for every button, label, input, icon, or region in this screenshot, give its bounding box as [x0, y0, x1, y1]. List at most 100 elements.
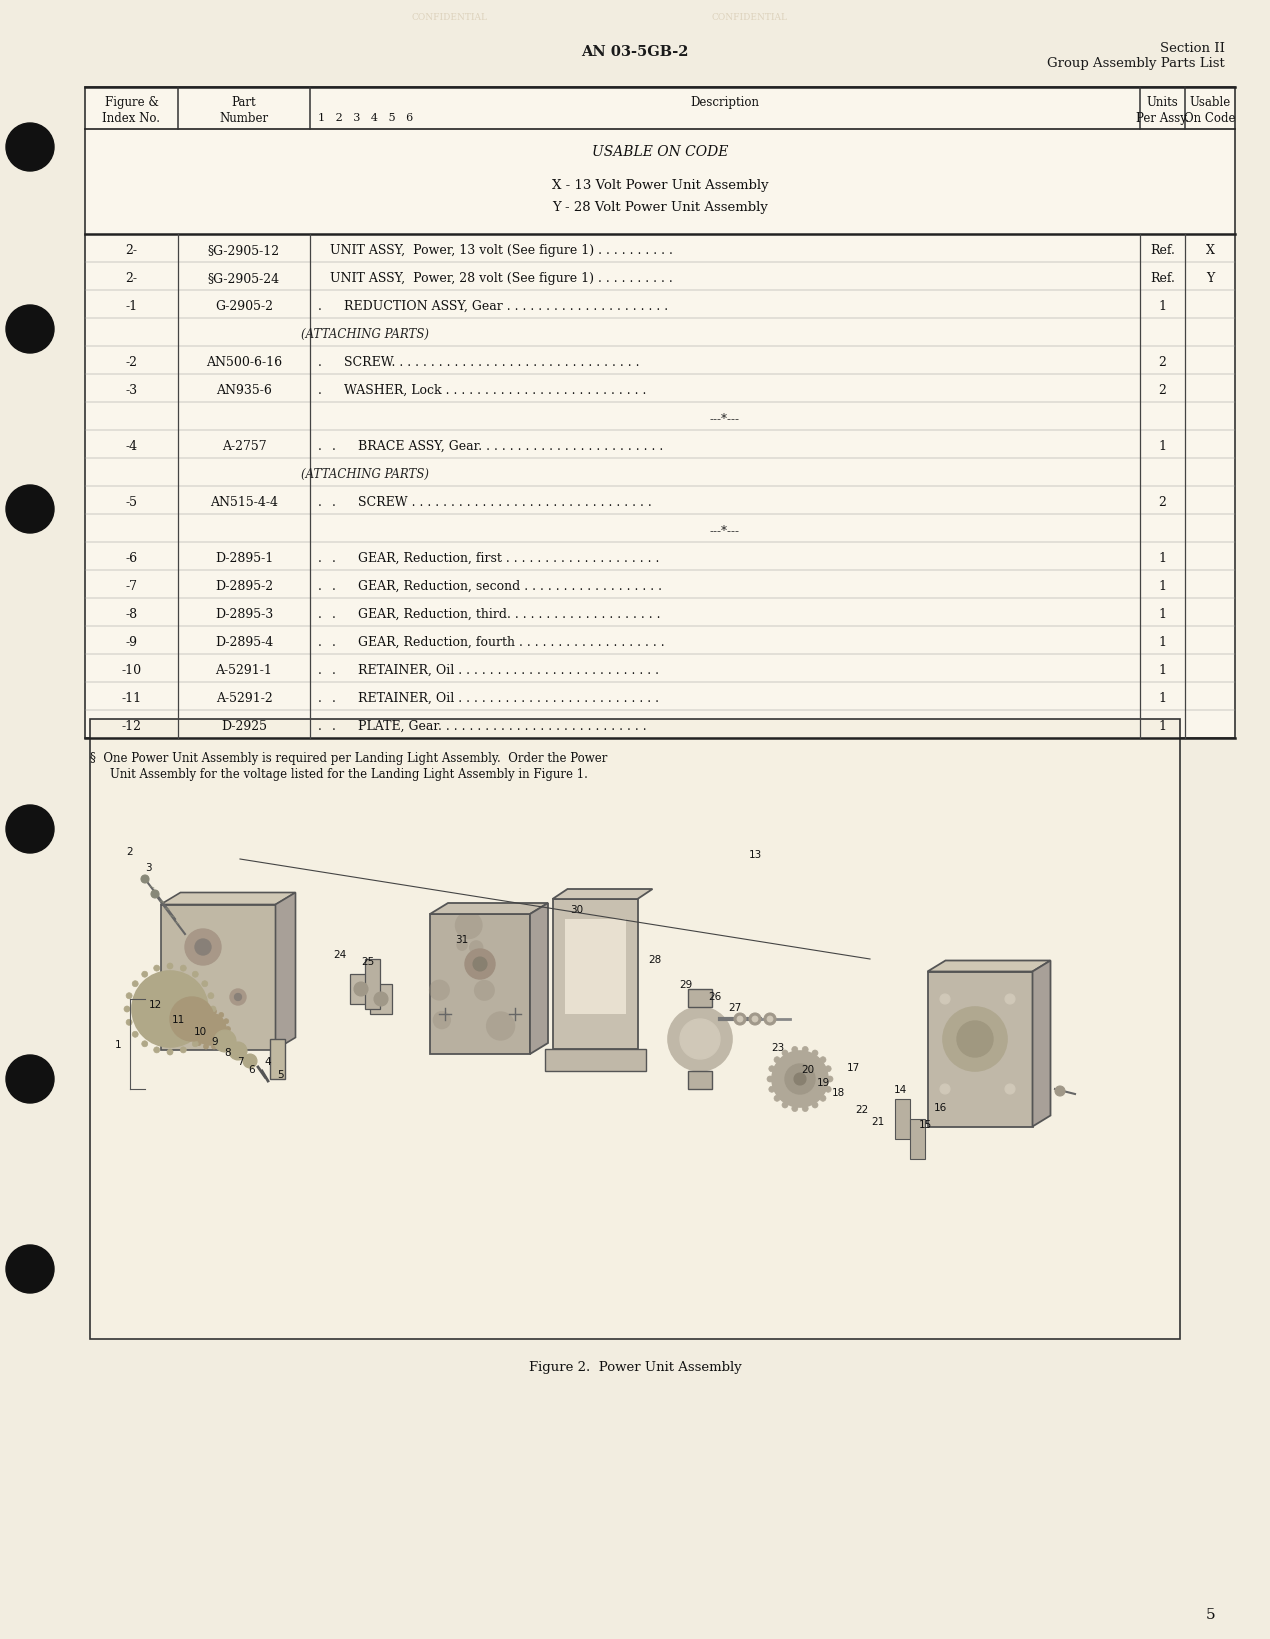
- Circle shape: [944, 1008, 1007, 1072]
- Text: WASHER, Lock . . . . . . . . . . . . . . . . . . . . . . . . . .: WASHER, Lock . . . . . . . . . . . . . .…: [344, 384, 646, 397]
- Text: 5: 5: [1205, 1606, 1215, 1621]
- Text: 4: 4: [264, 1057, 272, 1067]
- Circle shape: [151, 890, 159, 898]
- Circle shape: [433, 1011, 451, 1029]
- Text: .: .: [318, 495, 321, 508]
- Circle shape: [202, 1031, 208, 1037]
- Circle shape: [820, 1095, 826, 1101]
- Text: -8: -8: [126, 608, 137, 621]
- Circle shape: [170, 998, 215, 1041]
- Circle shape: [6, 306, 55, 354]
- Circle shape: [826, 1087, 831, 1093]
- Circle shape: [126, 1019, 132, 1026]
- Text: 17: 17: [846, 1062, 860, 1072]
- Text: Description: Description: [691, 97, 759, 110]
- Text: AN935-6: AN935-6: [216, 384, 272, 397]
- Text: .: .: [318, 692, 321, 705]
- Circle shape: [132, 982, 138, 987]
- Text: 2-: 2-: [126, 272, 137, 285]
- Circle shape: [6, 805, 55, 854]
- Circle shape: [668, 1008, 732, 1072]
- Circle shape: [212, 1044, 216, 1049]
- Circle shape: [192, 972, 198, 977]
- Circle shape: [126, 993, 132, 1000]
- Text: RETAINER, Oil . . . . . . . . . . . . . . . . . . . . . . . . . .: RETAINER, Oil . . . . . . . . . . . . . …: [358, 692, 659, 705]
- Text: .: .: [331, 439, 335, 452]
- Text: A-2757: A-2757: [222, 439, 267, 452]
- Text: 1: 1: [1158, 552, 1167, 564]
- Text: REDUCTION ASSY, Gear . . . . . . . . . . . . . . . . . . . . .: REDUCTION ASSY, Gear . . . . . . . . . .…: [344, 300, 668, 313]
- Circle shape: [791, 1106, 798, 1111]
- Text: 2: 2: [127, 846, 133, 857]
- Text: 15: 15: [918, 1119, 932, 1129]
- Text: 1: 1: [1158, 692, 1167, 705]
- Circle shape: [142, 972, 147, 977]
- Polygon shape: [271, 1039, 284, 1080]
- Text: 1: 1: [1158, 664, 1167, 677]
- Text: -6: -6: [126, 552, 137, 564]
- Text: -7: -7: [126, 580, 137, 593]
- Text: SCREW . . . . . . . . . . . . . . . . . . . . . . . . . . . . . . .: SCREW . . . . . . . . . . . . . . . . . …: [358, 495, 652, 508]
- Text: D-2925: D-2925: [221, 720, 267, 733]
- Text: 6: 6: [249, 1064, 255, 1074]
- Polygon shape: [364, 959, 380, 1010]
- Text: -12: -12: [122, 720, 141, 733]
- Circle shape: [243, 1054, 257, 1069]
- Circle shape: [224, 1019, 229, 1024]
- Text: .: .: [331, 664, 335, 677]
- Bar: [370, 985, 392, 1015]
- Circle shape: [166, 1049, 173, 1056]
- Circle shape: [6, 125, 55, 172]
- Text: 16: 16: [933, 1103, 946, 1113]
- Text: 12: 12: [149, 1000, 161, 1010]
- Circle shape: [6, 1056, 55, 1103]
- Bar: [90, 720, 1180, 1339]
- Circle shape: [142, 1041, 147, 1047]
- Circle shape: [465, 949, 495, 980]
- Circle shape: [203, 1010, 208, 1015]
- Circle shape: [203, 1044, 208, 1049]
- Circle shape: [767, 1016, 773, 1023]
- Text: Usable: Usable: [1190, 97, 1231, 110]
- Text: 26: 26: [709, 992, 721, 1001]
- Circle shape: [782, 1051, 787, 1057]
- Text: .: .: [331, 608, 335, 621]
- Circle shape: [679, 1019, 720, 1059]
- Polygon shape: [142, 987, 160, 1018]
- Circle shape: [772, 1051, 828, 1108]
- Text: .: .: [318, 720, 321, 733]
- Text: -5: -5: [126, 495, 137, 508]
- Text: 1: 1: [1158, 720, 1167, 733]
- Text: Index No.: Index No.: [103, 111, 160, 125]
- Text: .: .: [331, 692, 335, 705]
- Circle shape: [6, 1246, 55, 1293]
- Text: GEAR, Reduction, fourth . . . . . . . . . . . . . . . . . . .: GEAR, Reduction, fourth . . . . . . . . …: [358, 636, 664, 649]
- Text: .: .: [331, 552, 335, 564]
- Polygon shape: [927, 960, 1050, 972]
- Text: 28: 28: [649, 954, 662, 964]
- Text: 1: 1: [1158, 608, 1167, 621]
- Circle shape: [773, 1095, 780, 1101]
- Text: 11: 11: [171, 1015, 184, 1024]
- Text: Number: Number: [220, 111, 268, 125]
- Circle shape: [202, 982, 208, 987]
- Circle shape: [940, 995, 950, 1005]
- Circle shape: [765, 1013, 776, 1026]
- Polygon shape: [431, 903, 547, 915]
- Text: (ATTACHING PARTS): (ATTACHING PARTS): [301, 328, 429, 341]
- Circle shape: [235, 993, 241, 1001]
- Circle shape: [124, 1006, 130, 1013]
- Text: 13: 13: [748, 849, 762, 859]
- Text: Units: Units: [1147, 97, 1179, 110]
- Text: A-5291-1: A-5291-1: [216, 664, 273, 677]
- Text: ---*---: ---*---: [710, 523, 740, 536]
- Circle shape: [803, 1047, 808, 1052]
- Circle shape: [773, 1057, 780, 1064]
- Circle shape: [734, 1013, 745, 1026]
- Circle shape: [197, 1013, 201, 1018]
- Text: Figure &: Figure &: [104, 97, 159, 110]
- Circle shape: [785, 1064, 815, 1095]
- Circle shape: [197, 1041, 201, 1046]
- Text: X: X: [1205, 244, 1214, 257]
- Polygon shape: [545, 1049, 645, 1072]
